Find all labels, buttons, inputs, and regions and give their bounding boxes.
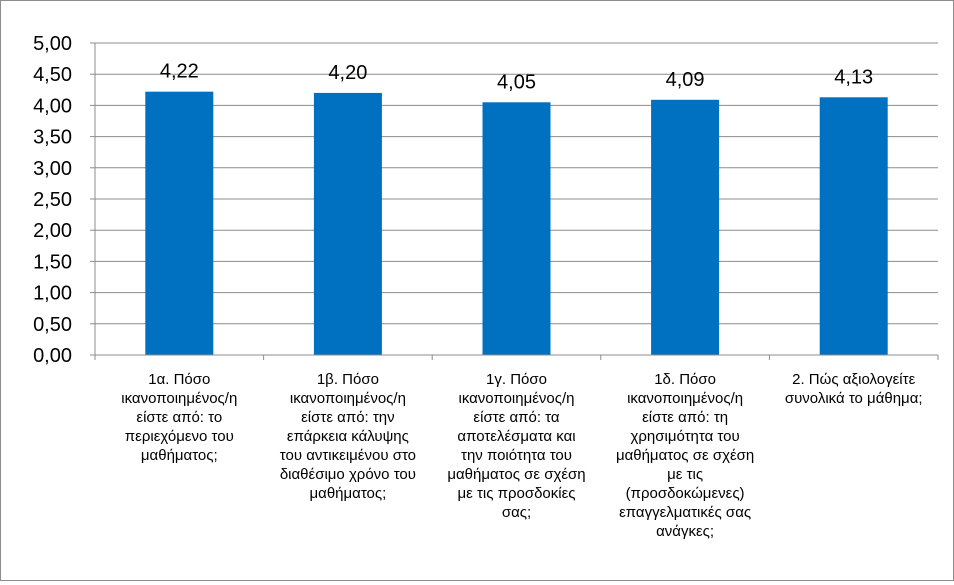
- x-category-label-line: μαθήματος;: [141, 447, 218, 464]
- x-category-label-line: την ποιότητα του: [461, 447, 572, 464]
- bar: [145, 91, 214, 355]
- x-category-label-line: 1β. Πόσο: [317, 371, 379, 388]
- x-category-label-line: σας;: [502, 504, 531, 521]
- data-label: 4,09: [666, 69, 705, 91]
- y-tick-label: 1,00: [33, 283, 72, 305]
- x-category-label-line: είστε από: το: [136, 409, 222, 426]
- bar: [651, 99, 720, 355]
- y-tick-label: 1,50: [33, 251, 72, 273]
- y-tick-label: 2,50: [33, 189, 72, 211]
- x-category-label-line: 1δ. Πόσο: [654, 371, 716, 388]
- x-category-label-line: μαθήματος;: [310, 485, 387, 502]
- y-tick-label: 3,50: [33, 127, 72, 149]
- x-category-label-line: (προσδοκώμενες): [626, 485, 745, 502]
- x-category-label-line: αποτελέσματα και: [457, 428, 575, 445]
- x-category-label-line: 1α. Πόσο: [148, 371, 210, 388]
- data-label: 4,13: [834, 66, 873, 88]
- x-category-label-line: ικανοποιημένος/η: [290, 390, 406, 407]
- data-label: 4,05: [497, 71, 536, 93]
- x-category-label-line: είστε από: τα: [473, 409, 559, 426]
- x-category-label-line: είστε από: τη: [642, 409, 728, 426]
- bar: [819, 97, 888, 356]
- x-category-label-line: ικανοποιημένος/η: [121, 390, 237, 407]
- x-category-label-line: είστε από: την: [301, 409, 395, 426]
- x-category-label-line: μαθήματος σε σχέση: [616, 447, 754, 464]
- y-tick-label: 4,50: [33, 64, 72, 86]
- x-category-label-line: διαθέσιμο χρόνο του: [280, 466, 416, 483]
- axes: [90, 42, 939, 360]
- x-category-label: 1δ. Πόσο ικανοποιημένος/η είστε από: τη χρη…: [616, 371, 754, 540]
- x-category-label-line: 1γ. Πόσο: [486, 371, 547, 388]
- x-category-label-line: ανάγκες;: [656, 523, 714, 540]
- x-category-label-line: επαγγελματικές σας: [619, 504, 751, 521]
- x-category-label-line: επάρκεια κάλυψης: [287, 428, 409, 445]
- x-category-label: 1β. Πόσο ικανοποιημένος/η είστε από: την επ…: [280, 371, 416, 502]
- y-tick-label: 4,00: [33, 95, 72, 117]
- x-category-label-line: με τις προσδοκίες: [457, 485, 575, 502]
- x-category-label: 1α. Πόσο ικανοποιημένος/η είστε από: το περ…: [121, 371, 237, 464]
- x-category-label-line: χρησιμότητα του: [630, 428, 739, 445]
- bar: [313, 92, 382, 356]
- x-category-label-line: συνολικά το μάθημα;: [785, 390, 923, 407]
- y-tick-label: 2,00: [33, 220, 72, 242]
- data-label: 4,22: [160, 61, 199, 83]
- x-category-label-line: 2. Πώς αξιολογείτε: [792, 371, 915, 388]
- x-category-label: 1γ. Πόσο ικανοποιημένος/η είστε από: τα απο…: [447, 371, 585, 521]
- y-tick-label: 5,00: [33, 33, 72, 55]
- y-tick-label: 0,50: [33, 314, 72, 336]
- x-category-label-line: περιεχόμενο του: [125, 428, 234, 445]
- y-tick-label: 0,00: [33, 345, 72, 367]
- x-category-label-line: με τις: [667, 466, 703, 483]
- x-category-label-line: ικανοποιημένος/η: [458, 390, 574, 407]
- x-category-label: 2. Πώς αξιολογείτε συνολικά το μάθημα;: [785, 371, 923, 407]
- x-category-label-line: του αντικειμένου στο: [280, 447, 416, 464]
- x-category-label-line: μαθήματος σε σχέση: [447, 466, 585, 483]
- x-category-labels: 1α. Πόσο ικανοποιημένος/η είστε από: το περ…: [121, 371, 922, 540]
- bars: [145, 91, 888, 356]
- bar: [482, 102, 551, 355]
- y-tick-labels: 0,00 0,50 1,00 1,50 2,00 2,50 3,00 3,50 4,00 4,50…: [33, 33, 72, 367]
- y-tick-label: 3,00: [33, 158, 72, 180]
- x-category-label-line: ικανοποιημένος/η: [627, 390, 743, 407]
- data-label: 4,20: [328, 62, 367, 84]
- data-labels: 4,22 4,20 4,05 4,09 4,13: [160, 61, 873, 94]
